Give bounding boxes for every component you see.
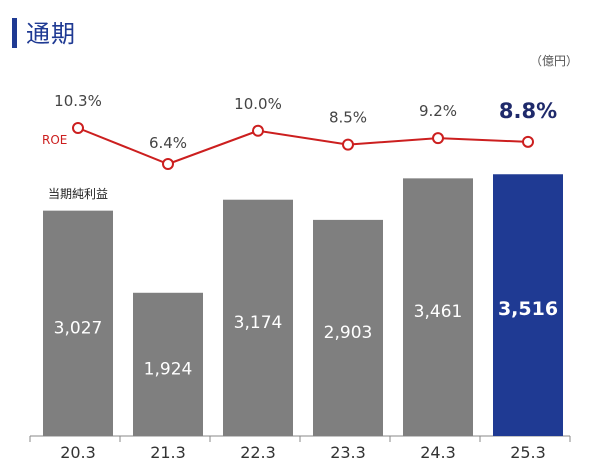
x-tick-label: 20.3 <box>60 443 96 462</box>
roe-point <box>342 138 354 151</box>
x-tick-label: 21.3 <box>150 443 186 462</box>
roe-point <box>72 122 84 134</box>
bar-23.3 <box>313 219 383 436</box>
bar-series-label: 当期純利益 <box>48 187 108 201</box>
bar-22.3 <box>223 199 293 436</box>
bar-value-label: 2,903 <box>324 323 373 343</box>
roe-series-label: ROE <box>42 133 67 147</box>
x-tick-label: 24.3 <box>420 443 456 462</box>
bar-value-label: 3,174 <box>234 313 283 333</box>
bar-20.3 <box>43 210 113 436</box>
bar-value-label: 1,924 <box>144 359 193 379</box>
roe-value-label: 8.5% <box>329 109 367 127</box>
title-accent-bar <box>12 18 17 48</box>
x-tick-label: 25.3 <box>510 443 546 462</box>
roe-point <box>252 124 264 137</box>
bar-24.3 <box>403 178 473 436</box>
unit-label: （億円） <box>529 54 578 68</box>
roe-value-label: 8.8% <box>499 99 557 123</box>
roe-point <box>522 135 534 148</box>
page-title: 通期 <box>26 20 76 48</box>
roe-value-label: 6.4% <box>149 134 187 152</box>
x-tick-label: 22.3 <box>240 443 276 462</box>
bar-value-label: 3,027 <box>54 318 103 338</box>
roe-line <box>77 127 529 166</box>
bar-value-label: 3,516 <box>498 298 558 320</box>
roe-point <box>432 132 444 145</box>
bar-25.3 <box>493 174 563 436</box>
bar-value-label: 3,461 <box>414 302 463 322</box>
roe-value-label: 10.3% <box>54 92 102 110</box>
roe-value-label: 9.2% <box>419 102 457 120</box>
roe-point <box>162 158 174 170</box>
bar-21.3 <box>133 292 203 436</box>
x-tick-label: 23.3 <box>330 443 366 462</box>
roe-value-label: 10.0% <box>234 95 282 113</box>
